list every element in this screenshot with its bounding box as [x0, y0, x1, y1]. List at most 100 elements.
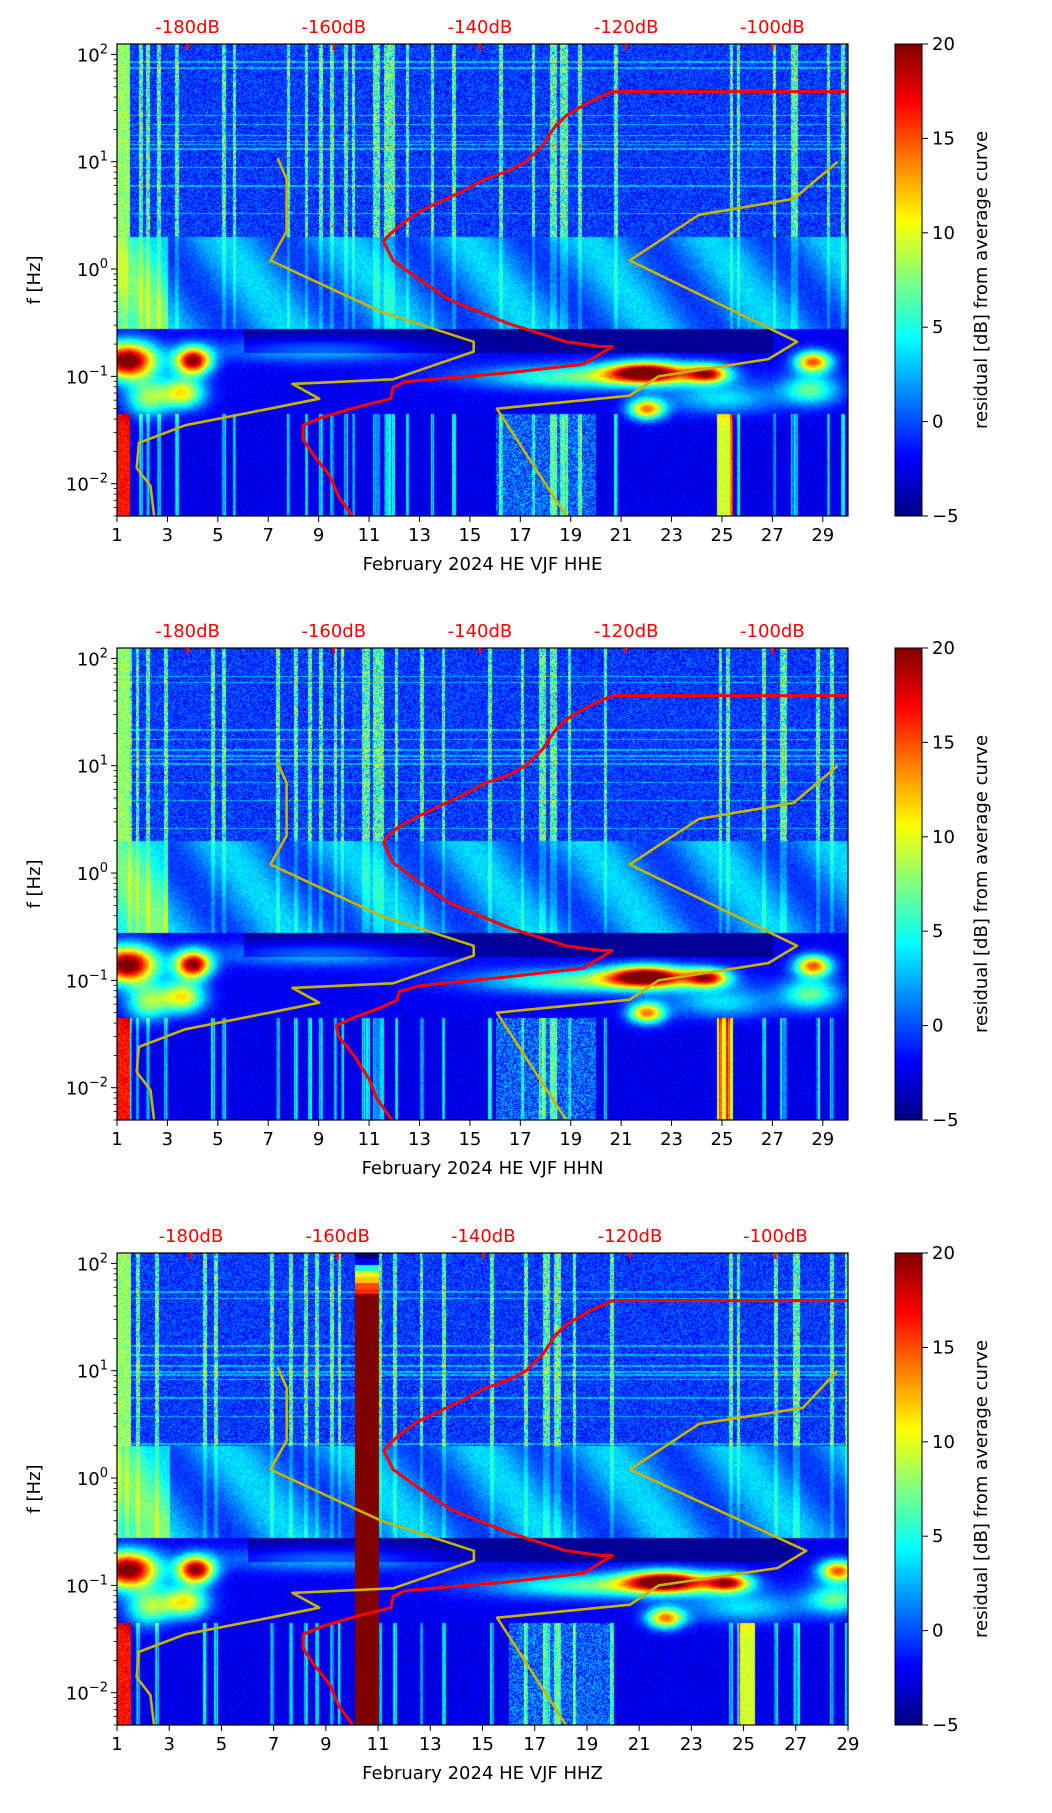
x-tick-label: 7 [263, 1129, 274, 1150]
average-psd-curve [334, 694, 848, 1121]
noise-model-curve [495, 1369, 839, 1726]
y-tick-label: 10−1 [66, 968, 108, 992]
top-db-tick-label: -120dB [598, 1226, 663, 1247]
colorbar-tick-label: 15 [932, 732, 955, 753]
x-tick-label: 29 [811, 525, 834, 546]
x-tick-label: 15 [458, 1129, 481, 1150]
colorbar-tick-label: 5 [932, 921, 943, 942]
x-tick-label: 11 [367, 1734, 390, 1755]
x-tick-label: 1 [111, 1734, 122, 1755]
x-tick-label: 21 [610, 1129, 633, 1150]
x-tick-label: 13 [408, 1129, 431, 1150]
x-tick-label: 17 [509, 1129, 532, 1150]
axes-frame [116, 647, 849, 1121]
top-db-tick-label: -100dB [740, 17, 805, 38]
y-tick-label: 102 [77, 646, 108, 670]
colorbar-tick-label: −5 [932, 1715, 959, 1736]
colorbar-label: residual [dB] from average curve [971, 131, 992, 429]
y-tick-exponent: −1 [89, 968, 108, 983]
y-tick-exponent: 0 [100, 257, 108, 272]
y-axis-label: f [Hz] [24, 1464, 45, 1513]
top-db-tick-label: -140dB [448, 621, 513, 642]
y-tick-label: 10−2 [66, 472, 108, 496]
y-tick-exponent: 1 [100, 754, 108, 769]
colorbar-tick-label: 5 [932, 317, 943, 338]
top-db-tick-label: -160dB [301, 621, 366, 642]
colorbar-tick-label: 0 [932, 1621, 943, 1642]
x-tick-label: 15 [471, 1734, 494, 1755]
top-db-tick-label: -100dB [743, 1226, 808, 1247]
x-tick-label: 5 [212, 1129, 223, 1150]
y-tick-base: 10 [77, 1362, 100, 1383]
top-db-tick-label: -180dB [155, 17, 220, 38]
colorbar-tick-label: 20 [932, 34, 955, 55]
x-tick-label: 19 [559, 525, 582, 546]
x-tick-label: 9 [320, 1734, 331, 1755]
x-tick-label: 19 [559, 1129, 582, 1150]
y-tick-exponent: 2 [100, 1251, 108, 1266]
y-tick-exponent: 2 [100, 646, 108, 661]
y-tick-base: 10 [77, 757, 100, 778]
y-tick-label: 102 [77, 1251, 108, 1275]
x-tick-label: 27 [761, 525, 784, 546]
x-tick-label: 13 [419, 1734, 442, 1755]
y-tick-base: 10 [77, 260, 100, 281]
colorbar-tick-label: 0 [932, 1016, 943, 1037]
y-tick-exponent: −2 [89, 472, 108, 487]
top-db-tick-label: -180dB [159, 1226, 224, 1247]
y-tick-label: 102 [77, 42, 108, 66]
y-tick-base: 10 [77, 45, 100, 66]
x-tick-label: 27 [784, 1734, 807, 1755]
x-tick-label: 17 [509, 525, 532, 546]
top-db-tick-label: -120dB [594, 621, 659, 642]
x-tick-label: 3 [162, 1129, 173, 1150]
y-tick-exponent: −1 [89, 364, 108, 379]
y-tick-base: 10 [66, 1684, 89, 1705]
x-axis-label: February 2024 HE VJF HHZ [362, 1763, 603, 1784]
y-tick-base: 10 [66, 1576, 89, 1597]
colorbar-tick-label: 20 [932, 638, 955, 659]
x-tick-label: 7 [268, 1734, 279, 1755]
x-tick-label: 1 [111, 525, 122, 546]
y-tick-base: 10 [77, 864, 100, 885]
y-tick-label: 101 [77, 1359, 108, 1383]
top-db-tick-label: -160dB [301, 17, 366, 38]
colorbar-label: residual [dB] from average curve [971, 735, 992, 1033]
colorbar [894, 1252, 923, 1726]
y-tick-label: 10−2 [66, 1076, 108, 1100]
colorbar-tick-label: 10 [932, 1432, 955, 1453]
noise-model-curve [135, 761, 476, 1121]
y-tick-exponent: 2 [100, 42, 108, 57]
top-db-tick-label: -140dB [451, 1226, 516, 1247]
x-tick-label: 17 [523, 1734, 546, 1755]
y-tick-exponent: −1 [89, 1573, 108, 1588]
x-tick-label: 19 [575, 1734, 598, 1755]
y-tick-exponent: −2 [89, 1681, 108, 1696]
colorbar-tick-label: −5 [932, 506, 959, 527]
axes-frame [116, 1252, 849, 1726]
y-tick-base: 10 [66, 367, 89, 388]
noise-model-curve [495, 160, 839, 517]
x-tick-label: 25 [732, 1734, 755, 1755]
noise-model-curve [135, 157, 476, 517]
spectrogram-heatmap [117, 648, 848, 1120]
y-tick-label: 100 [77, 257, 108, 281]
average-psd-curve [301, 1299, 848, 1726]
x-tick-label: 25 [711, 525, 734, 546]
spectrogram-heatmap [117, 44, 848, 516]
colorbar-tick-label: 20 [932, 1243, 955, 1264]
colorbar-label: residual [dB] from average curve [971, 1340, 992, 1638]
x-tick-label: 25 [711, 1129, 734, 1150]
x-tick-label: 11 [358, 525, 381, 546]
top-db-tick-label: -100dB [740, 621, 805, 642]
colorbar-tick-label: 10 [932, 223, 955, 244]
y-tick-base: 10 [77, 649, 100, 670]
y-tick-base: 10 [66, 971, 89, 992]
top-db-tick-label: -160dB [305, 1226, 370, 1247]
x-tick-label: 15 [458, 525, 481, 546]
spectrogram-panel-hhe: 1 3 5 7 9 11 13 15 17 19 21 23 25 27 29 February 2024 H… [0, 0, 1052, 604]
x-tick-label: 29 [837, 1734, 860, 1755]
y-tick-base: 10 [77, 1469, 100, 1490]
